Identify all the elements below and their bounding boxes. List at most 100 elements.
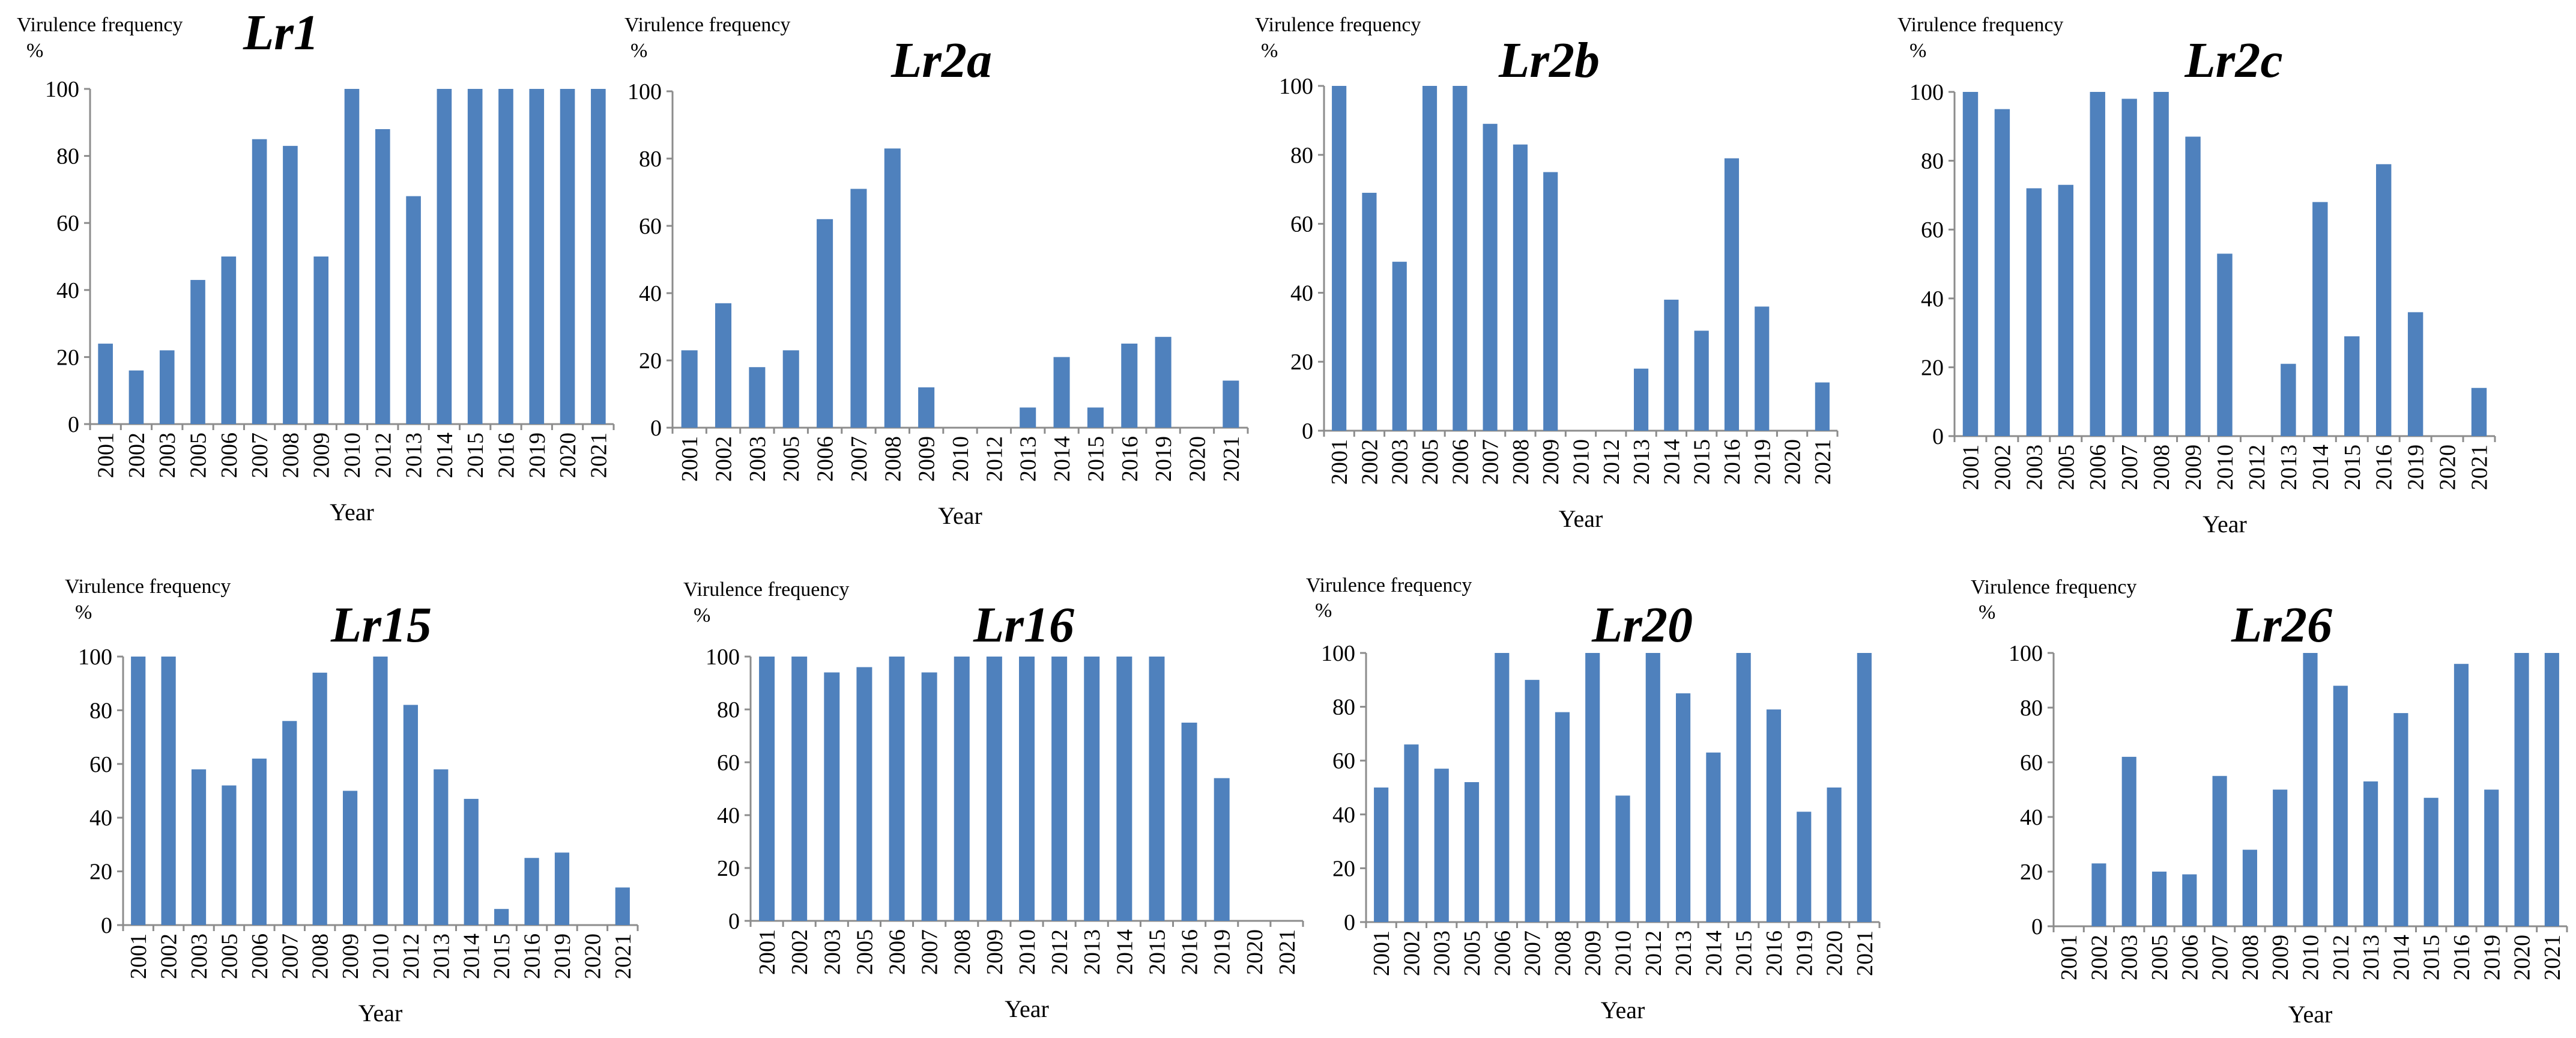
- x-tick-label: 2014: [459, 933, 485, 979]
- bar-2008: [1513, 144, 1528, 431]
- bar-2005: [1464, 782, 1480, 922]
- x-tick-label: 2014: [1701, 930, 1726, 976]
- x-tick-label: 2010: [1611, 930, 1636, 976]
- x-tick-label: 2001: [1327, 439, 1352, 485]
- x-axis-label: Year: [938, 502, 982, 529]
- bar-2008: [283, 145, 298, 425]
- x-tick-label: 2007: [1478, 439, 1504, 485]
- x-axis-label: Year: [2203, 511, 2247, 538]
- bar-2005: [222, 785, 237, 925]
- bar-2001: [759, 657, 775, 921]
- bar-2010: [2303, 653, 2318, 926]
- x-tick-label: 2001: [677, 436, 703, 482]
- y-axis-label: Virulence frequency: [1306, 574, 1472, 596]
- x-tick-label: 2005: [1460, 930, 1485, 976]
- chart-title: Lr1: [243, 5, 319, 61]
- chart-panel-lr20: Lr20 Virulence frequency% 0 20 40 60 80 100 2001…: [1306, 574, 1881, 1024]
- bar-2002: [791, 657, 808, 921]
- x-tick-label: 2021: [586, 432, 611, 478]
- x-tick-label: 2009: [2268, 935, 2293, 980]
- y-tick-label: 40: [56, 278, 79, 303]
- bar-2005: [2151, 872, 2167, 926]
- x-tick-label: 2014: [1659, 439, 1684, 485]
- y-axis-unit: %: [75, 601, 92, 624]
- x-tick-label: 2005: [217, 933, 242, 979]
- bar-2003: [824, 672, 840, 921]
- bar-2014: [1053, 357, 1070, 428]
- bar-2001: [131, 657, 146, 925]
- bar-2020: [560, 89, 575, 424]
- y-axis-label: Virulence frequency: [1971, 576, 2136, 598]
- y-tick-label: 60: [717, 750, 740, 775]
- y-tick-label: 100: [1909, 80, 1944, 105]
- x-tick-label: 2003: [2117, 935, 2142, 980]
- bar-2007: [282, 721, 297, 925]
- x-tick-label: 2016: [1178, 929, 1203, 975]
- x-tick-label: 2016: [494, 432, 519, 478]
- bar-2006: [1495, 653, 1510, 922]
- bar-2010: [1019, 657, 1035, 921]
- y-tick-label: 0: [650, 416, 662, 441]
- x-tick-label: 2019: [525, 432, 550, 478]
- y-axis-label: Virulence frequency: [1255, 14, 1421, 36]
- bar-2005: [190, 280, 205, 424]
- chart-title: Lr2b: [1498, 32, 1600, 88]
- x-tick-label: 2001: [1369, 930, 1394, 976]
- bar-2013: [2363, 781, 2378, 926]
- y-tick-label: 40: [717, 803, 740, 828]
- x-tick-label: 2007: [247, 432, 273, 478]
- x-tick-label: 2013: [2276, 445, 2302, 490]
- x-tick-label: 2012: [399, 933, 424, 979]
- y-tick-label: 20: [1921, 355, 1944, 380]
- y-tick-label: 100: [2009, 641, 2043, 666]
- y-tick-label: 100: [627, 79, 662, 105]
- x-tick-label: 2002: [1399, 930, 1424, 976]
- bar-2008: [1555, 712, 1570, 922]
- bar-2013: [2281, 363, 2296, 436]
- bar-2016: [1181, 723, 1197, 921]
- bar-2012: [2333, 685, 2348, 926]
- bar-2003: [191, 769, 207, 925]
- x-tick-label: 2006: [813, 436, 838, 482]
- x-tick-label: 2003: [745, 436, 770, 482]
- bar-2005: [1422, 86, 1438, 431]
- x-tick-label: 2002: [1990, 445, 2015, 490]
- y-tick-label: 40: [1290, 281, 1313, 306]
- bar-2014: [1116, 657, 1132, 921]
- x-tick-label: 2015: [2340, 445, 2365, 490]
- bar-2021: [1815, 382, 1830, 431]
- bar-2016: [524, 858, 539, 925]
- bar-2002: [161, 657, 176, 925]
- bar-2012: [1645, 653, 1660, 922]
- y-tick-label: 40: [1332, 803, 1355, 828]
- bar-2013: [406, 196, 421, 424]
- x-axis-label: Year: [1559, 505, 1603, 532]
- bar-2006: [221, 256, 237, 424]
- y-tick-label: 0: [101, 913, 112, 938]
- bar-2008: [2242, 849, 2257, 926]
- bar-2013: [1634, 368, 1649, 431]
- x-tick-label: 2019: [2404, 445, 2429, 490]
- y-tick-label: 0: [1932, 424, 1944, 449]
- bar-2016: [2376, 164, 2392, 436]
- y-tick-label: 80: [1921, 149, 1944, 174]
- bar-2009: [986, 657, 1002, 921]
- bar-2006: [2090, 92, 2105, 436]
- bar-2007: [1483, 124, 1498, 431]
- y-tick-label: 80: [2020, 696, 2043, 721]
- x-tick-label: 2010: [948, 436, 973, 482]
- x-tick-label: 2008: [1508, 439, 1534, 485]
- x-tick-label: 2016: [520, 933, 545, 979]
- x-tick-label: 2009: [1580, 930, 1606, 976]
- x-tick-label: 2009: [338, 933, 363, 979]
- y-tick-label: 80: [56, 144, 79, 169]
- chart-panel-lr2a: Lr2a Virulence frequency% 0 20 40 60 80 100 2001…: [624, 14, 1249, 529]
- bar-2003: [749, 367, 766, 428]
- bar-2021: [615, 887, 630, 925]
- x-tick-label: 2019: [1151, 436, 1176, 482]
- x-axis-label: Year: [1601, 997, 1645, 1024]
- y-tick-label: 0: [68, 412, 79, 437]
- bar-2003: [1392, 261, 1407, 431]
- x-tick-label: 2008: [278, 432, 303, 478]
- bar-2008: [884, 148, 901, 428]
